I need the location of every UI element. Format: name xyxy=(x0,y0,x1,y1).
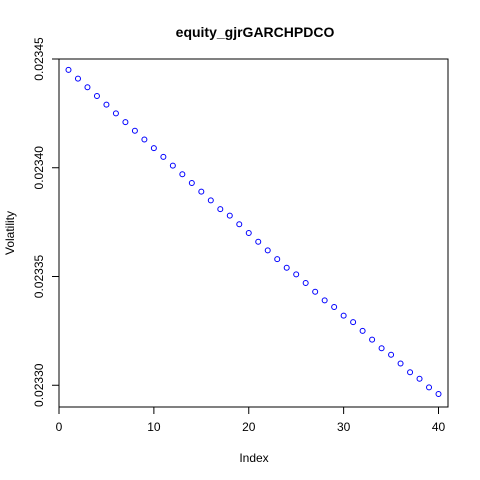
data-point xyxy=(112,110,119,117)
data-point xyxy=(141,136,148,143)
data-point xyxy=(312,288,319,295)
data-point xyxy=(340,312,347,319)
x-tick-label: 30 xyxy=(337,420,351,434)
data-point xyxy=(160,153,167,160)
data-point xyxy=(245,230,252,236)
data-point xyxy=(236,221,243,228)
data-point xyxy=(397,360,404,367)
y-axis: 0.02330 0.02335 0.02340 0.02345 xyxy=(32,37,60,407)
data-point xyxy=(359,327,366,334)
data-point xyxy=(264,247,271,254)
data-point xyxy=(378,345,385,352)
data-point xyxy=(103,101,110,108)
x-tick-label: 40 xyxy=(432,420,446,434)
data-point xyxy=(302,280,309,287)
data-point xyxy=(369,336,376,343)
x-tick-label: 20 xyxy=(242,420,256,434)
data-point xyxy=(274,256,281,263)
data-point xyxy=(331,303,338,310)
x-tick-label: 10 xyxy=(147,420,161,434)
data-point xyxy=(435,390,442,397)
y-tick-label: 0.02335 xyxy=(32,254,46,298)
data-point xyxy=(426,384,433,391)
x-axis-label: Index xyxy=(239,451,268,465)
data-point xyxy=(74,75,81,82)
x-tick-label: 0 xyxy=(56,420,63,434)
data-point xyxy=(198,188,205,195)
data-point xyxy=(179,171,186,178)
y-tick-label: 0.02330 xyxy=(32,363,46,407)
data-point xyxy=(150,145,157,152)
data-point xyxy=(84,84,91,91)
data-point xyxy=(416,375,423,382)
x-axis: 0 10 20 30 40 xyxy=(56,406,446,434)
data-point xyxy=(293,271,300,278)
data-point xyxy=(188,179,195,186)
data-point xyxy=(407,369,414,376)
data-point xyxy=(93,92,100,99)
data-point xyxy=(217,206,224,213)
y-tick-label: 0.02340 xyxy=(32,146,46,190)
data-point xyxy=(350,319,357,326)
data-point xyxy=(65,66,72,73)
data-point xyxy=(226,212,233,219)
y-axis-label: Volatility xyxy=(3,211,17,255)
data-point xyxy=(255,238,262,245)
data-points xyxy=(65,66,442,397)
data-point xyxy=(122,119,129,126)
data-point xyxy=(388,351,395,358)
y-tick-label: 0.02345 xyxy=(32,37,46,81)
data-point xyxy=(131,127,138,134)
data-point xyxy=(321,297,328,304)
data-point xyxy=(169,162,176,169)
data-point xyxy=(283,264,290,271)
chart-title: equity_gjrGARCHPDCO xyxy=(176,24,335,40)
data-point xyxy=(207,197,214,204)
